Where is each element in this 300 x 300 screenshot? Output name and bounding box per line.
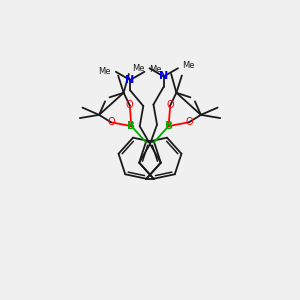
Text: B: B (165, 121, 172, 131)
Text: B: B (128, 121, 135, 131)
Text: N: N (159, 71, 168, 82)
Text: O: O (167, 100, 174, 110)
Text: Me: Me (132, 64, 145, 73)
Text: O: O (126, 100, 134, 110)
Text: N: N (125, 75, 135, 85)
Text: Me: Me (182, 61, 195, 70)
Text: Me: Me (149, 65, 161, 74)
Text: Me: Me (98, 67, 110, 76)
Text: O: O (185, 117, 193, 127)
Text: O: O (107, 117, 115, 127)
